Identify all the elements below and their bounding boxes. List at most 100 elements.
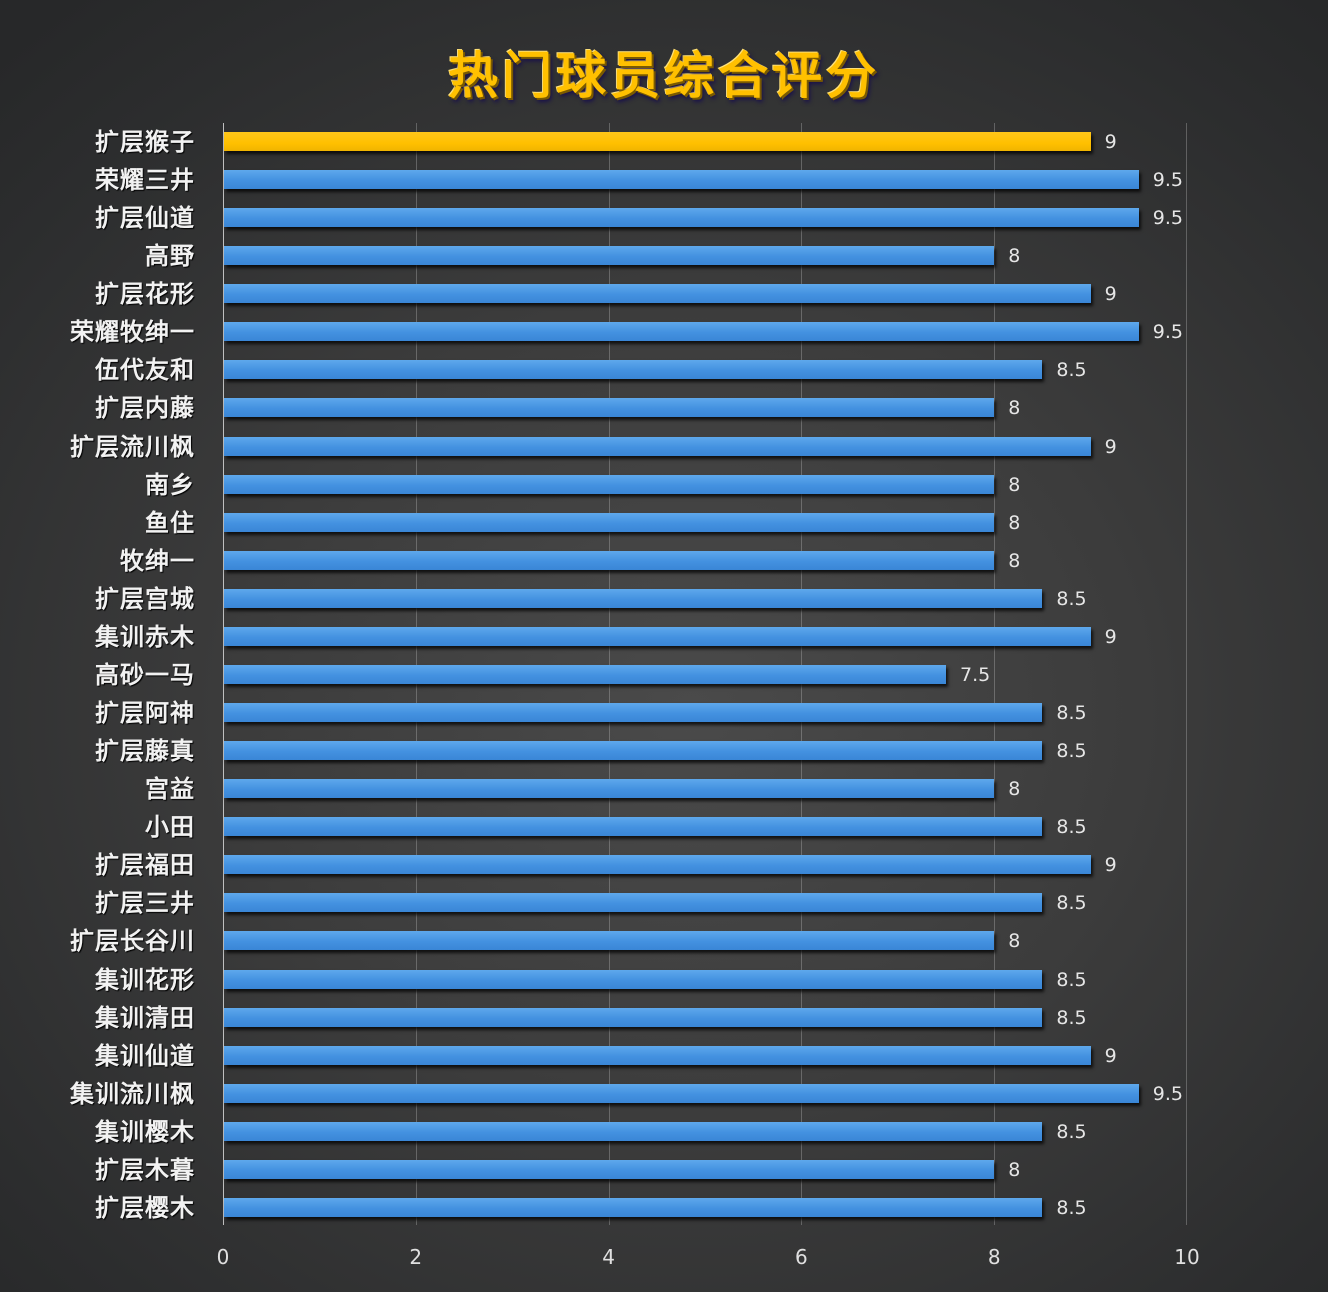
category-label: 集训清田 [95, 1003, 195, 1032]
data-label: 8.5 [1056, 740, 1087, 763]
bar-row: 扩层宫城 8.5 [95, 580, 1187, 618]
bar-row: 集训樱木 8.5 [95, 1113, 1187, 1151]
data-label: 8 [1008, 245, 1021, 268]
plot-area: 扩层猴子 9 荣耀三井 9.5 扩层仙道 9.5 高野 8 扩层花形 9 荣耀牧绅一 9.5 伍代友和 8… [70, 123, 1187, 1227]
data-label: 8.5 [1056, 968, 1087, 991]
bar [224, 1083, 1139, 1103]
bar-row: 鱼住 8 [145, 504, 1187, 542]
data-label: 7.5 [960, 663, 991, 686]
bar-row: 集训流川枫 9.5 [70, 1075, 1187, 1113]
category-label: 高野 [145, 242, 195, 271]
x-tick-label: 4 [602, 1245, 615, 1269]
bar [224, 1045, 1091, 1065]
data-label: 8.5 [1056, 702, 1087, 725]
bar-row: 集训清田 8.5 [95, 999, 1187, 1037]
highlighted-bar [224, 132, 1091, 151]
category-label: 扩层流川枫 [70, 432, 195, 461]
bar [224, 588, 1043, 608]
bar [224, 550, 995, 570]
category-label: 集训仙道 [95, 1041, 195, 1070]
category-label: 宫益 [145, 775, 195, 804]
category-label: 扩层内藤 [95, 394, 195, 423]
bar-row: 集训仙道 9 [95, 1037, 1187, 1075]
category-label: 扩层樱木 [95, 1193, 195, 1222]
data-label: 9 [1104, 435, 1117, 458]
chart-title: 热门球员综合评分 [448, 47, 880, 105]
category-label: 集训流川枫 [70, 1079, 195, 1108]
x-tick-label: 0 [216, 1245, 230, 1269]
x-tick-label: 6 [795, 1245, 808, 1269]
category-label: 南乡 [145, 470, 195, 499]
bar [224, 322, 1139, 342]
category-label: 扩层猴子 [95, 128, 195, 156]
category-label: 扩层阿神 [95, 699, 195, 728]
bar-row: 扩层猴子 9 [95, 123, 1187, 161]
data-label: 9.5 [1152, 207, 1184, 230]
data-label: 8.5 [1056, 359, 1087, 382]
bar-row: 南乡 8 [145, 466, 1187, 504]
bar-row: 扩层木暮 8 [95, 1151, 1187, 1189]
category-label: 高砂一马 [95, 660, 195, 689]
data-label: 9 [1104, 854, 1117, 877]
category-label: 扩层三井 [95, 889, 195, 918]
bar [224, 741, 1043, 761]
category-label: 扩层木暮 [95, 1155, 195, 1184]
bar [224, 664, 946, 684]
bar [224, 284, 1091, 304]
data-label: 8 [1008, 778, 1021, 801]
data-label: 9.5 [1152, 169, 1184, 192]
bar [224, 436, 1091, 456]
data-label: 9 [1104, 1044, 1117, 1067]
category-label: 集训花形 [95, 965, 195, 994]
bar-row: 小田 8.5 [145, 808, 1187, 846]
bar [224, 170, 1139, 190]
gridline-10 [1186, 123, 1187, 1225]
bar [224, 626, 1091, 646]
data-label: 9 [1104, 283, 1117, 306]
data-label: 8.5 [1056, 587, 1087, 610]
y-axis-line [223, 123, 224, 1225]
bar [224, 474, 995, 494]
bar-row: 扩层内藤 8 [95, 389, 1187, 427]
bar-row: 扩层长谷川 8 [70, 922, 1187, 960]
data-label: 8 [1008, 1158, 1021, 1181]
data-label: 8 [1008, 511, 1021, 534]
category-label: 扩层仙道 [95, 204, 195, 233]
bar-row: 高砂一马 7.5 [95, 656, 1187, 694]
bar [224, 208, 1139, 228]
bar-row: 荣耀三井 9.5 [95, 161, 1187, 199]
bar-row: 扩层福田 9 [95, 846, 1187, 884]
data-label: 9 [1104, 131, 1117, 153]
bar-row: 扩层樱木 8.5 [95, 1189, 1187, 1227]
data-label: 8 [1008, 473, 1021, 496]
bar-row: 扩层藤真 8.5 [95, 732, 1187, 770]
bar-row: 扩层流川枫 9 [70, 428, 1187, 466]
bar-row: 扩层花形 9 [95, 275, 1187, 313]
gridline-8 [994, 123, 996, 1225]
bar-row: 集训赤木 9 [95, 618, 1187, 656]
data-label: 8.5 [1056, 1196, 1087, 1219]
bar-row: 集训花形 8.5 [95, 961, 1187, 999]
data-label: 9.5 [1152, 1082, 1184, 1105]
x-tick-label: 10 [1174, 1245, 1200, 1269]
bar [224, 360, 1043, 380]
category-label: 集训赤木 [95, 622, 195, 651]
bar [224, 1159, 995, 1179]
data-label: 8.5 [1056, 1120, 1087, 1143]
bar-row: 扩层仙道 9.5 [95, 199, 1187, 237]
bar [224, 969, 1043, 989]
x-tick-label: 2 [409, 1245, 423, 1269]
data-label: 8 [1008, 930, 1021, 953]
category-label: 荣耀三井 [95, 166, 195, 195]
category-label: 扩层藤真 [95, 737, 195, 766]
bar-row: 扩层三井 8.5 [95, 884, 1187, 922]
data-label: 8 [1008, 397, 1021, 420]
bar-row: 扩层阿神 8.5 [95, 694, 1187, 732]
bar [224, 893, 1043, 913]
category-label: 小田 [145, 813, 195, 842]
category-label: 扩层福田 [95, 851, 195, 880]
bar [224, 855, 1091, 875]
bar [224, 1007, 1043, 1027]
category-label: 伍代友和 [95, 356, 195, 385]
data-label: 8.5 [1056, 816, 1087, 839]
